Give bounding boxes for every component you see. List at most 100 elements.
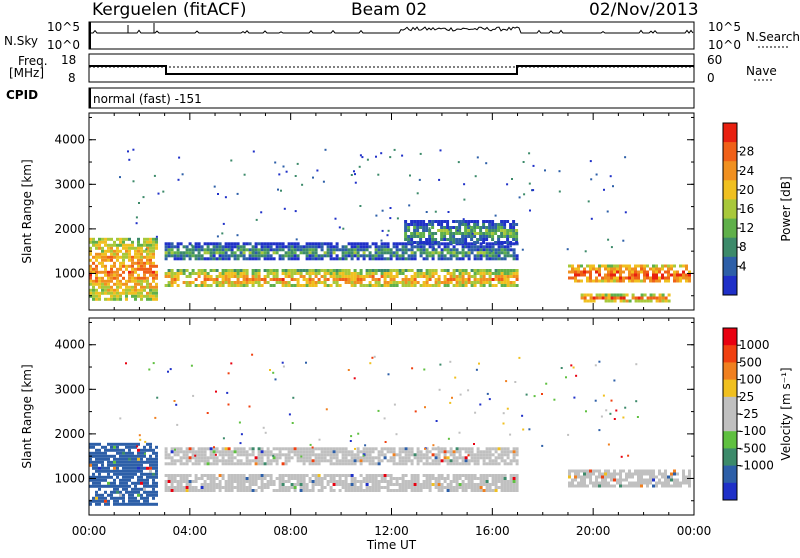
power-cell [634,264,637,268]
velocity-cell [503,480,507,483]
power-cell [500,278,504,281]
velocity-cell [365,486,369,489]
power-cell [155,288,158,292]
colorbar-segment [723,465,737,484]
power-cell [407,223,411,226]
velocity-speckle [610,399,613,402]
power-cell [422,229,426,232]
power-cell [613,293,617,297]
power-cell [233,281,237,284]
power-cell [628,267,631,271]
power-cell [245,281,249,284]
velocity-cell [242,483,246,486]
velocity-cell [263,486,267,489]
power-cell [583,296,587,300]
power-cell [449,241,453,244]
power-cell [230,269,234,272]
velocity-cell [242,480,246,483]
velocity-cell [419,489,423,492]
power-cell [308,281,312,284]
power-cell [149,273,152,277]
velocity-cell [101,454,104,458]
velocity-cell [239,453,243,457]
velocity-cell [128,490,131,494]
power-cell [368,254,372,258]
velocity-cell [646,472,649,476]
velocity-cell [113,442,116,446]
velocity-cell [625,472,628,476]
power-speckle [622,239,625,242]
power-cell [419,226,423,229]
power-cell [446,281,450,284]
velocity-cell [443,456,447,460]
velocity-cell [467,450,471,454]
velocity-cell [218,459,222,463]
power-cell [155,285,158,289]
power-cell [592,299,596,303]
velocity-speckle [251,353,254,356]
power-cell [392,269,396,272]
velocity-cell [368,489,372,492]
power-cell [470,269,474,272]
power-cell [377,257,381,261]
velocity-cell [113,472,116,476]
power-cell [179,269,183,272]
power-cell [461,223,465,226]
velocity-cell [119,451,122,455]
velocity-cell [386,483,390,486]
velocity-cell [203,489,207,492]
power-speckle [222,222,225,225]
power-cell [302,278,306,281]
power-cell [464,284,468,287]
power-cell [401,278,405,281]
velocity-cell [455,474,459,477]
power-cell [383,275,387,278]
velocity-cell [269,459,273,463]
power-cell [416,245,420,249]
power-cell [122,270,125,274]
power-cell [509,235,513,238]
power-cell [311,257,315,261]
velocity-cell [272,447,276,451]
power-cell [482,223,486,226]
power-cell [485,272,489,275]
power-cell [607,276,610,280]
power-cell [506,281,510,284]
velocity-speckle [138,434,141,437]
power-cell [107,249,110,253]
power-cell [89,276,92,280]
velocity-cell [176,447,180,451]
power-cell [404,251,408,255]
power-cell [350,245,354,249]
velocity-cell [455,480,459,483]
velocity-cell [634,469,637,473]
power-cell [242,251,246,255]
velocity-cell [212,456,216,460]
velocity-speckle [449,360,452,363]
power-cell [455,281,459,284]
power-cell [464,269,468,272]
power-cell [512,251,516,255]
velocity-cell [467,459,471,463]
power-cell [473,220,477,223]
power-cell [287,275,291,278]
velocity-cell [485,447,489,451]
velocity-cell [95,442,98,446]
power-cell [425,241,429,244]
power-cell [643,299,647,303]
power-cell [299,269,303,272]
velocity-cell [410,459,414,463]
velocity-cell [670,478,673,482]
velocity-cell [128,445,131,449]
power-cell [137,267,140,271]
power-cell [98,294,101,298]
velocity-speckle [274,378,277,381]
power-cell [494,223,498,226]
velocity-cell [598,484,601,488]
velocity-cell [104,448,107,452]
power-cell [425,281,429,284]
power-cell [395,242,399,246]
power-cell [622,299,626,303]
velocity-speckle [459,393,462,396]
power-cell [416,235,420,238]
